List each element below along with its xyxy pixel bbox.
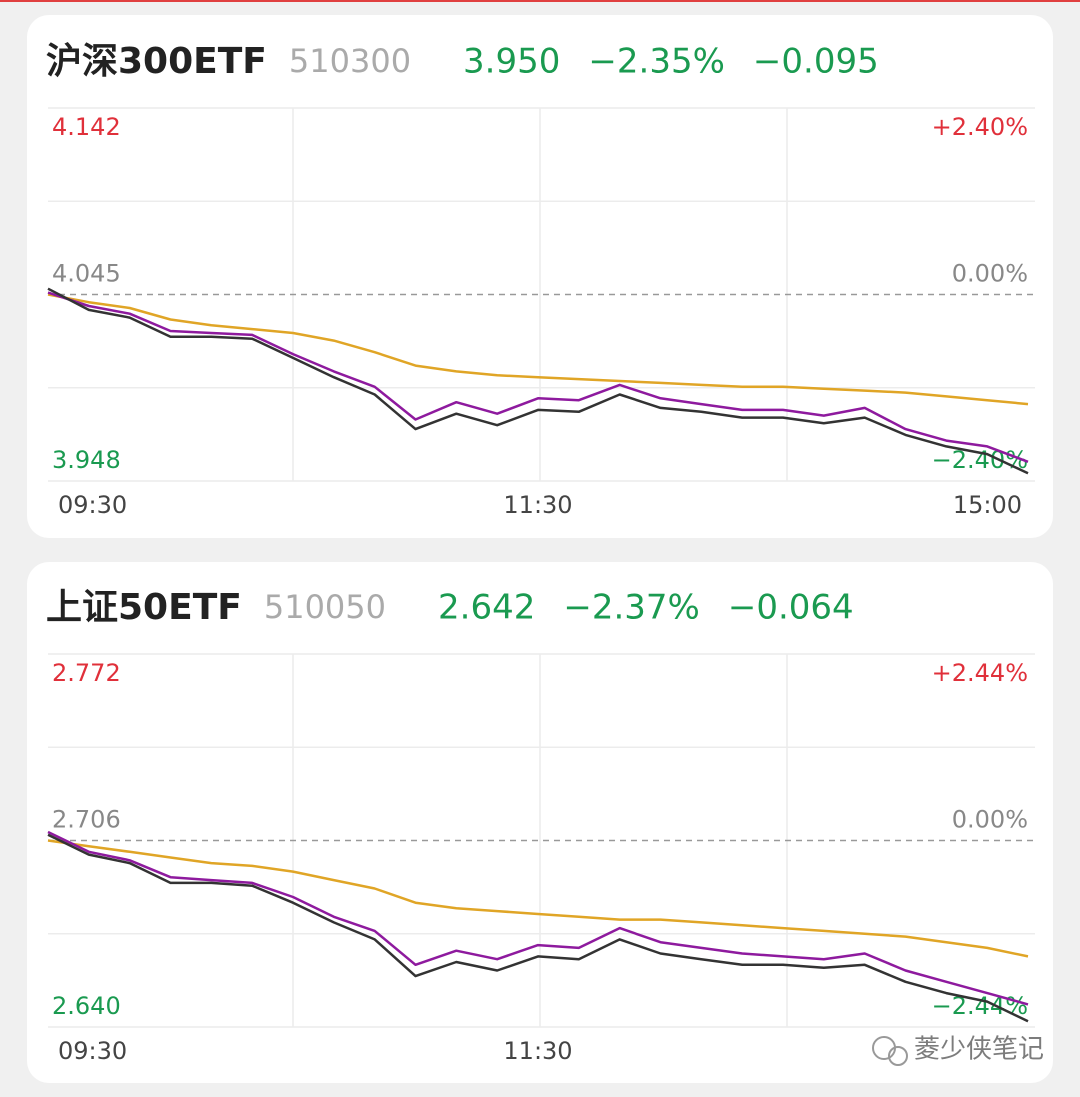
chart-title: 沪深300ETF (46, 41, 267, 82)
price-line (47, 291, 1029, 463)
y2-tick-label: +2.44% (932, 659, 1028, 687)
watermark: 菱少侠笔记 (872, 1035, 1044, 1066)
y2-tick-label: +2.40% (932, 113, 1028, 141)
change-percent: −2.35% (588, 42, 725, 82)
price-line (47, 839, 1029, 958)
y-tick-label: 2.772 (52, 659, 121, 687)
y-tick-label: 4.142 (52, 113, 121, 141)
chart: 沪深300ETF 510300 3.950 −2.35% −0.095 4.142 4.04… (46, 41, 1035, 519)
y2-tick-label: 0.00% (952, 806, 1028, 834)
x-tick-label: 11:30 (503, 1037, 572, 1065)
x-tick-label: 09:30 (58, 1037, 127, 1065)
price-line (47, 833, 1029, 1023)
price: 3.950 (463, 42, 560, 82)
chart-title: 上证50ETF (46, 587, 242, 628)
x-tick-label: 11:30 (503, 491, 572, 519)
price-line (47, 830, 1029, 1006)
change-value: −0.064 (728, 588, 854, 628)
price-line (47, 293, 1029, 406)
chart: 上证50ETF 510050 2.642 −2.37% −0.064 2.772 2.706… (46, 587, 1035, 1065)
change-value: −0.095 (753, 42, 879, 82)
y-tick-label: 4.045 (52, 260, 121, 288)
ticker-code: 510050 (264, 588, 386, 626)
y2-tick-label: 0.00% (952, 260, 1028, 288)
x-tick-label: 15:00 (953, 491, 1022, 519)
change-percent: −2.37% (563, 588, 700, 628)
y2-tick-label: −2.44% (932, 992, 1028, 1020)
watermark-text: 菱少侠笔记 (914, 1035, 1044, 1065)
watermark-icon (888, 1046, 908, 1066)
y-tick-label: 2.640 (52, 992, 121, 1020)
y-tick-label: 3.948 (52, 446, 121, 474)
price: 2.642 (438, 588, 535, 628)
ticker-code: 510300 (289, 42, 411, 80)
y-tick-label: 2.706 (52, 806, 121, 834)
x-tick-label: 09:30 (58, 491, 127, 519)
y2-tick-label: −2.40% (932, 446, 1028, 474)
price-line (47, 287, 1029, 475)
